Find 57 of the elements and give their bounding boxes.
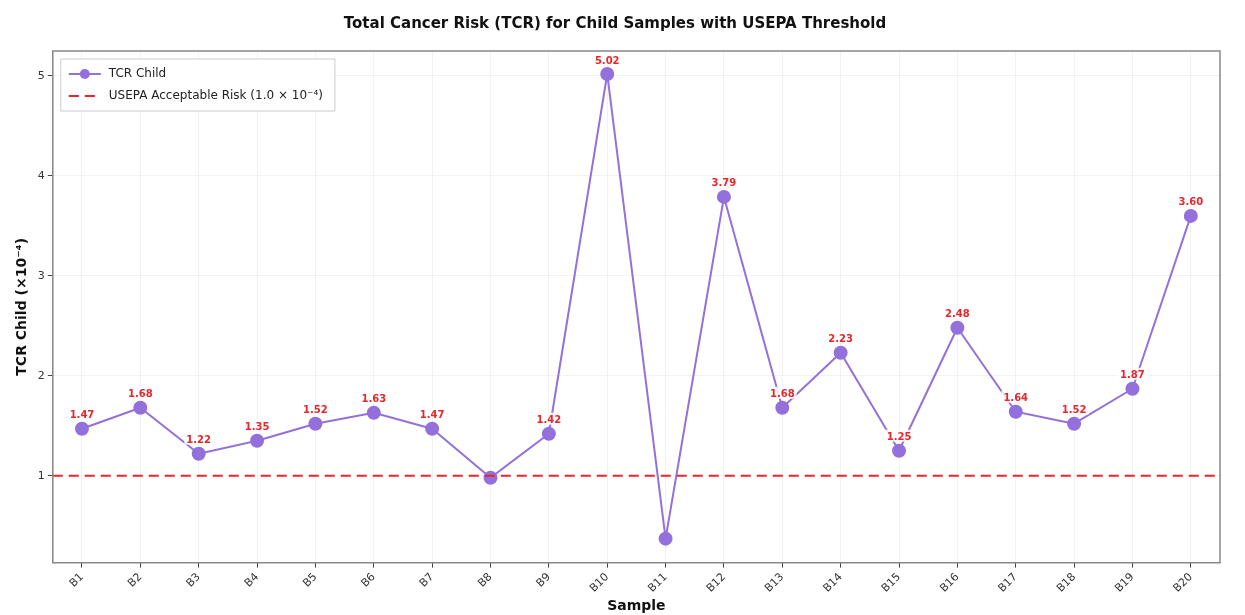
data-label: 1.22 bbox=[186, 434, 212, 446]
x-tick-label: B2 bbox=[125, 570, 145, 590]
point bbox=[833, 345, 848, 360]
y-tick-label: 4 bbox=[37, 168, 45, 182]
point bbox=[74, 421, 89, 436]
point bbox=[658, 531, 673, 546]
data-label: 1.47 bbox=[419, 409, 445, 421]
data-label: 1.52 bbox=[1061, 404, 1087, 416]
x-tick-label: B1 bbox=[66, 570, 87, 590]
x-tick-label: B7 bbox=[416, 570, 437, 590]
data-label: 1.68 bbox=[769, 388, 795, 400]
y-axis-title: TCR Child (×10⁻⁴) bbox=[13, 237, 30, 376]
point bbox=[425, 421, 440, 436]
data-label: 5.02 bbox=[594, 54, 620, 66]
point bbox=[1067, 416, 1082, 431]
data-label: 1.64 bbox=[1003, 392, 1029, 404]
y-tick-label: 2 bbox=[37, 368, 45, 382]
x-tick-label: B6 bbox=[358, 570, 378, 590]
point bbox=[950, 320, 965, 335]
point bbox=[250, 433, 265, 448]
data-label: 2.48 bbox=[945, 308, 970, 320]
point bbox=[775, 400, 790, 415]
legend-label: USEPA Acceptable Risk (1.0 × 10⁻⁴) bbox=[108, 88, 323, 103]
data-label: 1.68 bbox=[127, 388, 153, 400]
x-tick-label: B8 bbox=[475, 570, 495, 590]
data-label: 1.42 bbox=[536, 414, 562, 426]
data-label: 1.25 bbox=[886, 431, 912, 443]
point bbox=[1183, 208, 1198, 223]
x-tick-label: B5 bbox=[300, 570, 320, 590]
y-tick-label: 3 bbox=[37, 268, 45, 282]
legend-label: TCR Child bbox=[107, 66, 167, 81]
point bbox=[133, 400, 148, 415]
x-tick-label: B9 bbox=[533, 570, 553, 590]
point bbox=[308, 416, 323, 431]
x-tick-label: B11 bbox=[645, 570, 670, 595]
point bbox=[541, 426, 556, 441]
chart-title: Total Cancer Risk (TCR) for Child Samples with USEPA Threshold bbox=[343, 13, 887, 32]
data-label: 1.63 bbox=[361, 393, 387, 405]
point bbox=[716, 189, 731, 204]
x-tick-label: B4 bbox=[241, 570, 262, 590]
point bbox=[600, 66, 615, 81]
data-label: 1.47 bbox=[69, 409, 95, 421]
x-axis-title: Sample bbox=[607, 597, 666, 614]
y-tick-label: 5 bbox=[37, 68, 45, 82]
data-label: 3.79 bbox=[711, 177, 737, 189]
y-tick-label: 1 bbox=[37, 468, 45, 482]
point bbox=[1008, 404, 1023, 419]
point bbox=[366, 405, 381, 420]
x-tick-label: B3 bbox=[183, 570, 203, 590]
data-label: 1.87 bbox=[1120, 369, 1145, 381]
data-label: 2.23 bbox=[828, 333, 854, 345]
data-label: 1.35 bbox=[244, 421, 270, 433]
point bbox=[1125, 381, 1140, 396]
data-label: 1.52 bbox=[303, 404, 328, 416]
point bbox=[892, 443, 907, 458]
point bbox=[191, 446, 206, 461]
data-label: 3.60 bbox=[1178, 196, 1204, 208]
